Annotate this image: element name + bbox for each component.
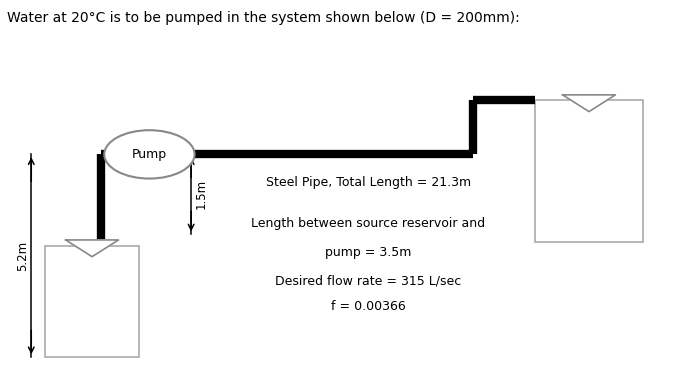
Text: Desired flow rate = 315 L/sec: Desired flow rate = 315 L/sec (275, 275, 461, 287)
Bar (45, 246, 139, 357)
Polygon shape (65, 240, 118, 257)
Text: Pump: Pump (132, 148, 167, 161)
Circle shape (104, 130, 195, 179)
Text: Steel Pipe, Total Length = 21.3m: Steel Pipe, Total Length = 21.3m (265, 176, 471, 189)
Text: pump = 3.5m: pump = 3.5m (325, 247, 411, 259)
Text: Length between source reservoir and: Length between source reservoir and (252, 217, 485, 230)
Text: 5.2m: 5.2m (16, 241, 28, 271)
Bar (535, 100, 643, 242)
Polygon shape (563, 95, 616, 112)
Text: Water at 20°C is to be pumped in the system shown below (D = 200mm):: Water at 20°C is to be pumped in the sys… (7, 11, 520, 25)
Text: 1.5m: 1.5m (195, 179, 207, 209)
Text: f = 0.00366: f = 0.00366 (331, 301, 406, 313)
